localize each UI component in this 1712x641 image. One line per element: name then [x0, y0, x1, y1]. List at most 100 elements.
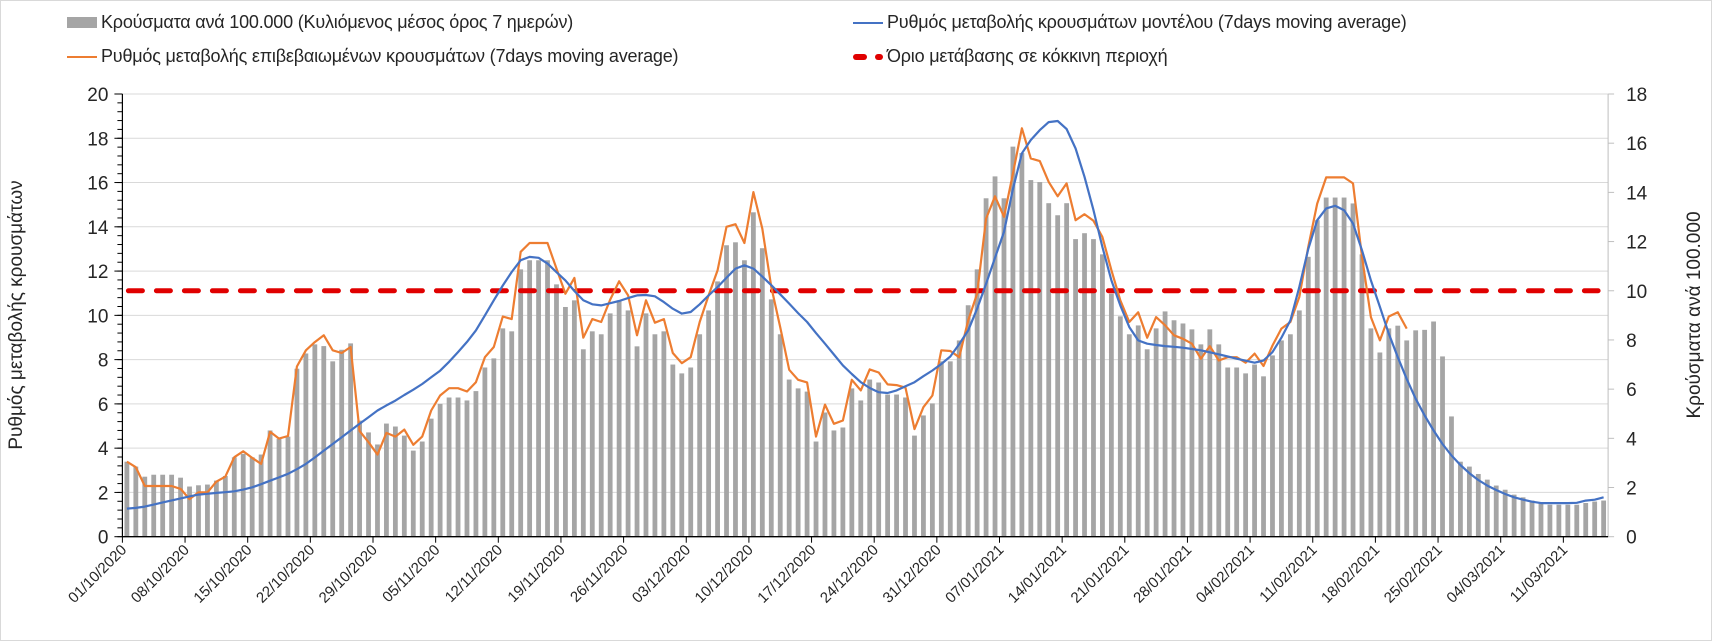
bar — [867, 379, 873, 537]
bar — [1350, 203, 1356, 537]
bar — [715, 281, 720, 537]
legend-swatch-model — [853, 21, 883, 24]
bar — [938, 361, 944, 537]
x-tick-label: 25/02/2021 — [1381, 542, 1446, 607]
bar — [178, 477, 183, 537]
y-left-tick-label: 6 — [98, 395, 109, 416]
bar — [196, 485, 201, 537]
bar — [1484, 479, 1490, 537]
bar — [160, 474, 166, 537]
bar — [294, 368, 300, 537]
bar — [1028, 180, 1034, 537]
x-tick-label: 17/12/2020 — [754, 542, 819, 607]
bar — [1091, 239, 1096, 537]
bar — [786, 379, 792, 537]
legend-label-confirmed: Ρυθμός μεταβολής επιβεβαιωμένων κρουσμάτ… — [101, 46, 679, 66]
bar — [366, 432, 371, 537]
bar — [1466, 466, 1472, 537]
bar — [1135, 325, 1141, 537]
bar — [1511, 494, 1517, 537]
bar — [1493, 485, 1499, 537]
y-left-tick-label: 2 — [98, 483, 109, 504]
bar — [357, 420, 362, 537]
bar — [1583, 503, 1589, 537]
bar — [348, 343, 354, 537]
bar — [965, 305, 971, 537]
bar — [1359, 254, 1365, 537]
bar — [437, 403, 443, 537]
bar — [1592, 501, 1598, 537]
bar — [1287, 334, 1293, 537]
x-tick-label: 24/12/2020 — [817, 542, 882, 607]
bar — [1234, 367, 1240, 537]
bar — [822, 412, 828, 537]
bar — [1323, 197, 1329, 537]
bar — [804, 391, 810, 537]
bar — [571, 300, 577, 537]
bar — [1305, 256, 1311, 537]
bar — [491, 358, 497, 537]
x-tick-label: 26/11/2020 — [567, 542, 631, 606]
bar — [1225, 367, 1231, 537]
bar — [213, 480, 219, 537]
legend-label-bars: Κρούσματα ανά 100.000 (Κυλιόμενος μέσος … — [101, 12, 574, 32]
bar — [947, 361, 953, 537]
bar — [750, 212, 756, 537]
bar — [1198, 344, 1204, 537]
bar — [1100, 254, 1105, 537]
y-left-tick-label: 14 — [87, 218, 109, 239]
bar — [885, 394, 891, 537]
bar — [742, 260, 747, 537]
bar — [795, 388, 801, 537]
bar — [643, 313, 649, 537]
bar — [1404, 340, 1410, 537]
bar — [303, 353, 309, 537]
bar — [1279, 340, 1284, 537]
y-left-axis-title: Ρυθμός μεταβολής κρουσμάτων — [6, 180, 27, 449]
bar — [428, 418, 434, 537]
bar — [831, 430, 837, 537]
bar — [1073, 239, 1078, 537]
x-tick-label: 15/10/2020 — [190, 542, 255, 607]
bar — [652, 334, 658, 537]
bar — [1502, 489, 1508, 537]
bar — [598, 334, 604, 537]
bar — [249, 457, 255, 537]
bar — [1117, 316, 1123, 537]
bar — [1547, 504, 1553, 537]
bar — [768, 299, 774, 537]
bar — [670, 364, 676, 537]
bar — [1126, 334, 1132, 537]
y-right-tick-label: 4 — [1626, 429, 1637, 450]
bar — [1037, 182, 1043, 537]
bar — [187, 486, 192, 537]
bar — [1252, 364, 1257, 537]
bar — [894, 394, 899, 537]
y-right-tick-label: 0 — [1626, 528, 1637, 549]
y-left-tick-label: 10 — [87, 306, 108, 327]
legend-swatch-threshold — [853, 53, 883, 60]
bar — [464, 400, 470, 537]
bar — [1449, 416, 1454, 537]
legend-swatch-confirmed — [67, 55, 97, 58]
bar — [1314, 220, 1320, 537]
bar — [1162, 311, 1168, 537]
bar — [1332, 197, 1338, 537]
legend-item-confirmed: Ρυθμός μεταβολής επιβεβαιωμένων κρουσμάτ… — [67, 46, 679, 67]
bar — [661, 331, 667, 537]
bar — [554, 284, 559, 537]
y-left-tick-label: 12 — [87, 262, 108, 283]
bar — [1010, 146, 1016, 537]
x-tick-label: 11/03/2021 — [1507, 542, 1571, 606]
legend-label-threshold: Όριο μετάβασης σε κόκκινη περιοχή — [887, 46, 1168, 66]
bar — [500, 328, 506, 537]
bar — [849, 388, 855, 537]
legend-label-model: Ρυθμός μεταβολής κρουσμάτων μοντέλου (7d… — [887, 12, 1407, 32]
bar — [1422, 329, 1428, 537]
bar — [1153, 328, 1159, 537]
bar — [1270, 355, 1275, 537]
bar — [1341, 197, 1347, 537]
y-right-tick-label: 14 — [1626, 183, 1648, 204]
bar — [1368, 328, 1374, 537]
